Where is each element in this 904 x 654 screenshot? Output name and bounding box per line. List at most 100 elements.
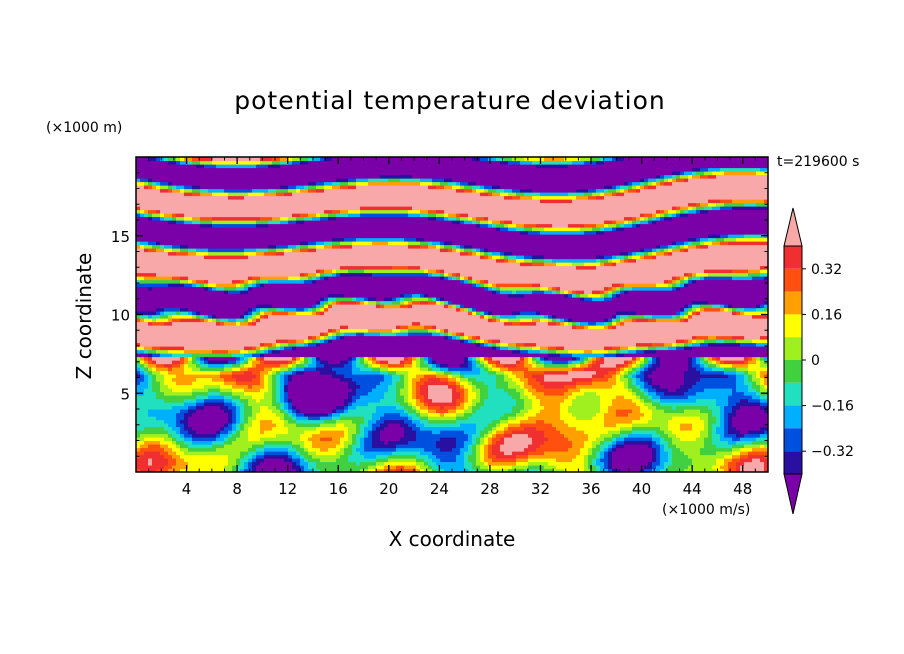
field-cell [272, 374, 277, 379]
field-cell [292, 416, 297, 421]
field-cell [332, 458, 337, 463]
field-cell [588, 398, 593, 403]
field-cell [580, 468, 585, 472]
field-cell [336, 360, 341, 365]
field-cell [148, 447, 153, 452]
field-cell [336, 384, 341, 389]
field-cell [540, 433, 545, 438]
field-cell [196, 374, 201, 379]
field-cell [568, 423, 573, 428]
field-cell [536, 363, 541, 368]
field-cell [144, 419, 149, 424]
field-cell [500, 360, 505, 365]
field-cell [712, 419, 717, 424]
field-cell [556, 447, 561, 452]
field-cell [252, 405, 257, 410]
field-cell [344, 433, 349, 438]
field-cell [456, 370, 461, 375]
field-cell [260, 381, 265, 386]
field-cell [496, 437, 501, 442]
field-cell [508, 419, 513, 424]
field-cell [472, 367, 477, 372]
field-cell [240, 444, 245, 449]
field-cell [320, 409, 325, 414]
field-cell [488, 388, 493, 393]
field-cell [532, 419, 537, 424]
field-cell [196, 409, 201, 414]
field-cell [160, 388, 165, 393]
field-cell [584, 398, 589, 403]
field-cell [312, 367, 317, 372]
field-cell [404, 458, 409, 463]
field-cell [704, 377, 709, 382]
field-cell [408, 412, 413, 417]
field-cell [292, 377, 297, 382]
field-cell [652, 370, 657, 375]
field-cell [236, 412, 241, 417]
field-cell [348, 416, 353, 421]
field-cell [380, 465, 385, 470]
field-cell [524, 391, 529, 396]
field-cell [668, 388, 673, 393]
field-cell [144, 458, 149, 463]
field-cell [200, 454, 205, 459]
field-cell [424, 363, 429, 368]
field-cell [412, 409, 417, 414]
field-cell [512, 437, 517, 442]
field-cell [520, 440, 525, 445]
field-cell [356, 430, 361, 435]
field-cell [264, 430, 269, 435]
field-cell [336, 398, 341, 403]
field-cell [304, 430, 309, 435]
field-cell [536, 440, 541, 445]
field-cell [220, 363, 225, 368]
field-cell [384, 430, 389, 435]
field-cell [356, 412, 361, 417]
field-cell [740, 374, 745, 379]
field-cell [420, 468, 425, 472]
field-cell [700, 395, 705, 400]
field-cell [484, 374, 489, 379]
field-cell [444, 374, 449, 379]
field-cell [712, 388, 717, 393]
field-cell [220, 461, 225, 466]
field-cell [420, 430, 425, 435]
field-cell [404, 433, 409, 438]
field-cell [540, 461, 545, 466]
field-cell [452, 458, 457, 463]
field-cell [268, 416, 273, 421]
field-cell [656, 391, 661, 396]
field-cell [308, 465, 313, 470]
field-cell [156, 433, 161, 438]
field-cell [264, 374, 269, 379]
field-cell [464, 409, 469, 414]
field-cell [536, 367, 541, 372]
field-cell [296, 374, 301, 379]
field-cell [528, 398, 533, 403]
field-cell [568, 430, 573, 435]
field-cell [720, 430, 725, 435]
field-cell [672, 458, 677, 463]
field-cell [256, 437, 261, 442]
field-cell [572, 402, 577, 407]
field-cell [712, 458, 717, 463]
field-cell [168, 423, 173, 428]
field-cell [668, 423, 673, 428]
field-cell [140, 370, 145, 375]
field-cell [712, 433, 717, 438]
field-cell [316, 430, 321, 435]
field-cell [528, 426, 533, 431]
field-cell [460, 367, 465, 372]
field-cell [152, 391, 157, 396]
field-cell [196, 461, 201, 466]
field-cell [528, 451, 533, 456]
field-cell [720, 405, 725, 410]
field-cell [280, 363, 285, 368]
field-cell [480, 423, 485, 428]
field-cell [536, 458, 541, 463]
field-cell [488, 405, 493, 410]
field-cell [280, 405, 285, 410]
field-cell [244, 437, 249, 442]
field-cell [560, 381, 565, 386]
field-cell [328, 388, 333, 393]
